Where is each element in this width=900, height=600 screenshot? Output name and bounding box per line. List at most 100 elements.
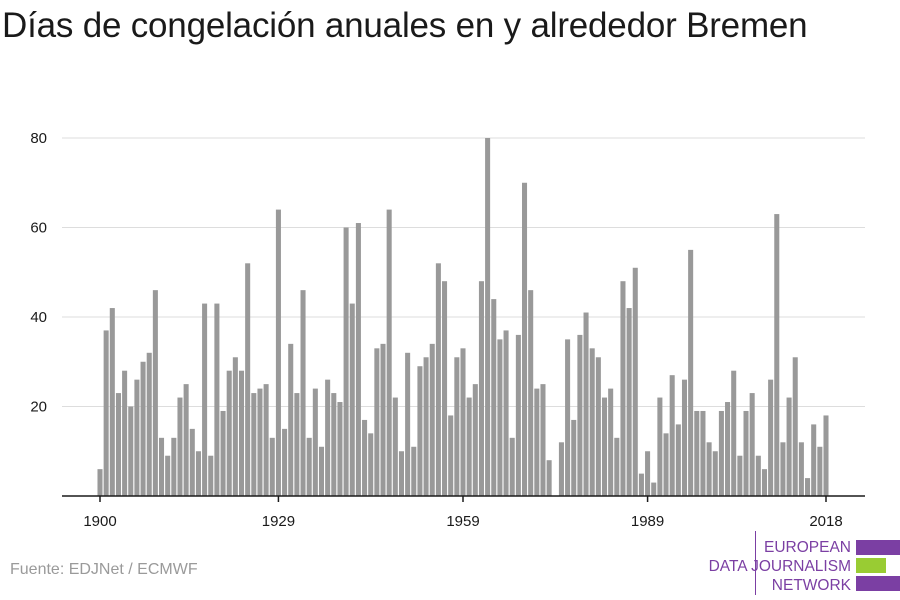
logo-line-3: NETWORK — [771, 577, 851, 594]
bar — [509, 437, 515, 496]
bar — [159, 437, 165, 496]
bar — [103, 330, 109, 496]
bar — [540, 384, 546, 496]
bar — [737, 455, 743, 496]
bar — [743, 410, 749, 496]
bar — [823, 415, 829, 496]
y-tick-label: 40 — [30, 309, 47, 326]
bar — [546, 460, 552, 496]
bar — [411, 446, 417, 496]
bar — [497, 339, 503, 496]
bar — [208, 455, 214, 496]
bar — [589, 348, 595, 496]
bar — [768, 379, 774, 496]
bar — [134, 379, 140, 496]
bar — [140, 361, 146, 496]
bar — [725, 402, 731, 496]
bar — [386, 209, 392, 496]
source-note: Fuente: EDJNet / ECMWF — [10, 561, 198, 578]
bar — [632, 267, 638, 496]
bar — [405, 352, 411, 496]
bar — [435, 263, 441, 496]
x-tick-label: 1929 — [262, 513, 295, 530]
bar — [288, 343, 294, 496]
bar — [645, 451, 651, 496]
bar — [189, 428, 195, 496]
bar — [257, 388, 263, 496]
bar — [368, 433, 374, 496]
bar — [318, 446, 325, 496]
bar — [122, 370, 128, 496]
y-tick-label: 60 — [30, 220, 47, 237]
bar — [171, 437, 177, 496]
gridlines — [62, 137, 865, 407]
bar — [454, 357, 460, 496]
bar — [608, 388, 614, 496]
bar — [325, 379, 331, 496]
logo-line-1: EUROPEAN — [764, 539, 851, 556]
bar — [115, 393, 121, 496]
bar — [97, 469, 103, 496]
bar — [577, 334, 583, 496]
bar — [731, 370, 737, 496]
bar — [300, 290, 306, 496]
bar — [442, 281, 448, 496]
logo-divider — [755, 531, 756, 595]
bar — [466, 397, 472, 496]
bar — [571, 419, 577, 496]
bar — [220, 410, 226, 496]
bar — [749, 393, 755, 496]
bars — [97, 138, 829, 496]
bar — [232, 357, 238, 496]
bar — [226, 370, 232, 496]
bar — [620, 281, 626, 496]
bar — [423, 357, 429, 496]
bar — [269, 437, 275, 496]
bar — [663, 433, 669, 496]
bar — [681, 379, 688, 496]
bar — [503, 330, 509, 496]
bar — [306, 437, 312, 496]
bar — [238, 370, 245, 496]
bar — [522, 182, 528, 496]
bar — [146, 352, 152, 496]
bar — [312, 388, 318, 496]
bar — [755, 455, 761, 496]
bar — [202, 303, 208, 496]
bar — [165, 455, 171, 496]
bar — [712, 451, 718, 496]
bar — [558, 442, 564, 496]
bar — [792, 357, 798, 496]
bar — [374, 348, 380, 496]
x-tick-label: 1900 — [83, 513, 116, 530]
bar — [343, 227, 349, 496]
bar — [491, 299, 497, 496]
bar — [805, 478, 811, 496]
bar — [798, 442, 804, 496]
bar — [251, 393, 257, 496]
bar — [626, 308, 632, 496]
bar — [700, 410, 706, 496]
bar — [657, 397, 663, 496]
x-tick-label: 1959 — [446, 513, 479, 530]
bar — [448, 415, 454, 496]
y-tick-label: 80 — [30, 130, 47, 147]
bar — [651, 482, 657, 496]
y-axis-labels: 20 40 60 80 — [30, 130, 47, 416]
bar — [694, 410, 700, 496]
bar — [675, 424, 681, 496]
bar — [595, 357, 601, 496]
bar — [478, 281, 484, 496]
bar — [718, 410, 724, 496]
edjnet-logo[interactable]: EUROPEAN DATA JOURNALISM NETWORK — [700, 531, 900, 595]
bar — [688, 249, 694, 496]
bar — [429, 343, 435, 496]
bar — [128, 406, 134, 496]
bar — [534, 388, 540, 496]
x-axis-labels: 1900 1929 1959 1989 2018 — [83, 513, 842, 530]
bar — [706, 442, 712, 496]
bar — [337, 402, 343, 496]
bar — [392, 397, 398, 496]
bar — [245, 263, 251, 496]
bar — [331, 393, 337, 496]
